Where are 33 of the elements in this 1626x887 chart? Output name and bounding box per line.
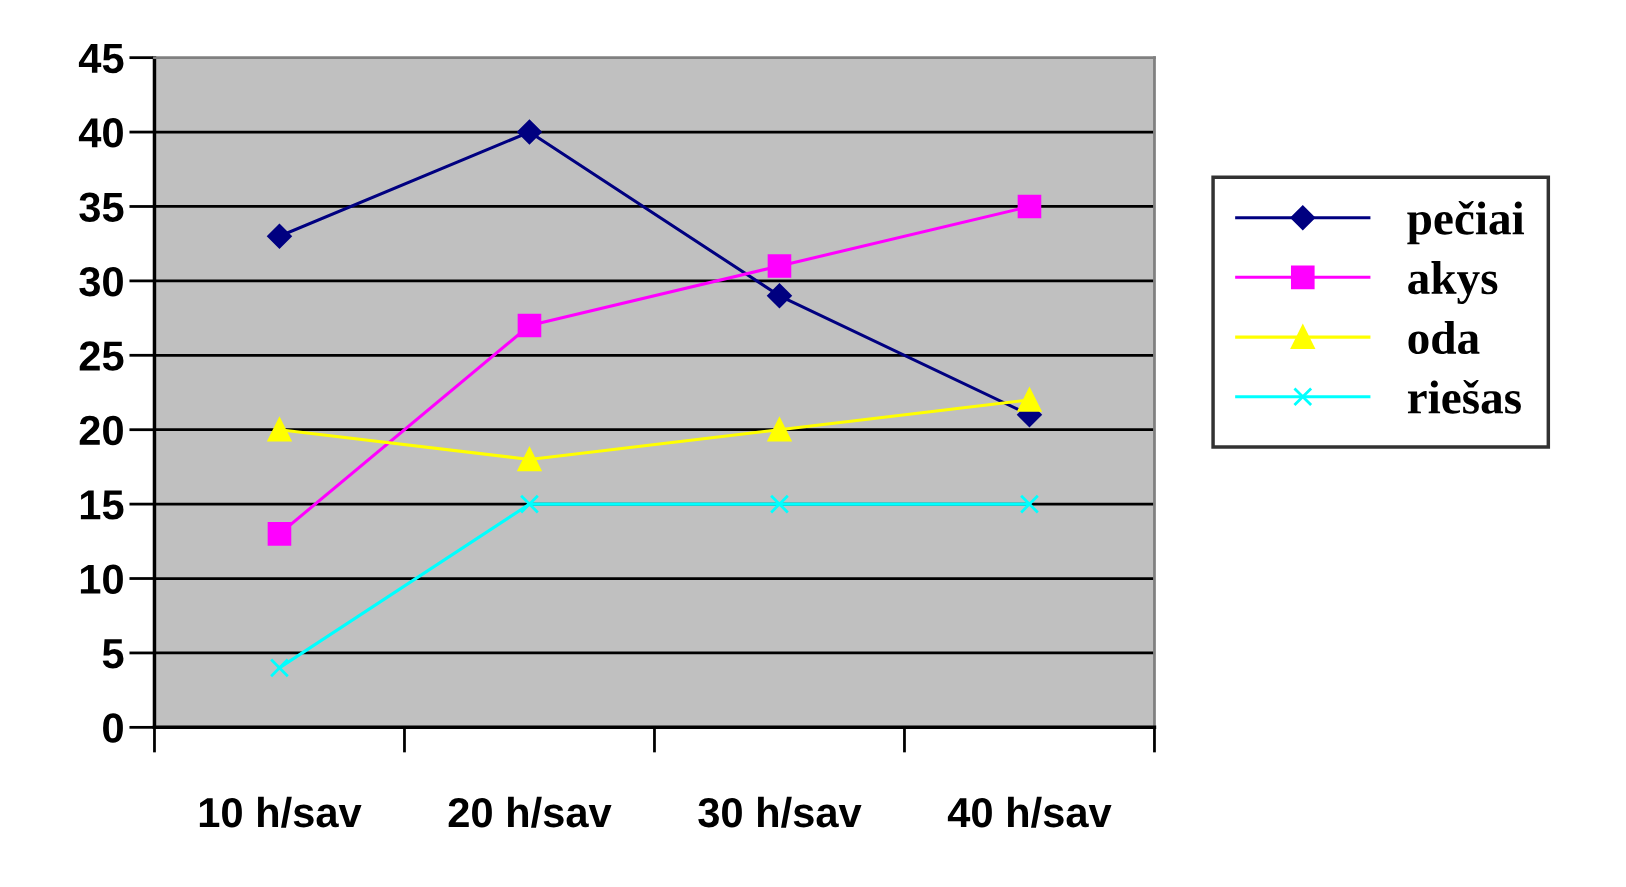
- y-tick-label: 25: [79, 341, 124, 371]
- point: [767, 417, 792, 442]
- point: [767, 283, 792, 308]
- point: [517, 447, 542, 472]
- point: [519, 494, 540, 514]
- y-tick-label: 30: [79, 266, 123, 297]
- y-tick-label: 45: [78, 44, 124, 74]
- y-tick-label: 15: [80, 490, 124, 520]
- y-tick-label: 10: [80, 564, 123, 595]
- x-tick-label: 10 h/sav: [199, 796, 362, 828]
- legend-label: riešas: [1407, 379, 1521, 414]
- y-tick-label: 20: [79, 415, 123, 446]
- point: [267, 522, 292, 546]
- y-tick-label: 40: [78, 118, 123, 148]
- point: [1017, 388, 1042, 412]
- y-tick-label: 0: [103, 713, 123, 743]
- point: [517, 119, 542, 145]
- point: [269, 658, 290, 678]
- legend-label: akys: [1408, 261, 1498, 305]
- point: [1019, 494, 1040, 514]
- x-tick-label: 30 h/sav: [698, 796, 862, 828]
- y-tick-label: 5: [102, 639, 124, 669]
- y-tick-label: 35: [79, 192, 124, 223]
- point: [1017, 194, 1042, 219]
- point: [267, 224, 292, 249]
- legend-label: oda: [1408, 320, 1480, 355]
- point: [769, 494, 790, 514]
- point: [517, 313, 542, 338]
- point: [267, 417, 292, 442]
- legend-label: pečiai: [1407, 200, 1525, 245]
- x-tick-label: 20 h/sav: [448, 796, 612, 828]
- x-tick-label: 40 h/sav: [947, 796, 1112, 828]
- point: [767, 254, 792, 278]
